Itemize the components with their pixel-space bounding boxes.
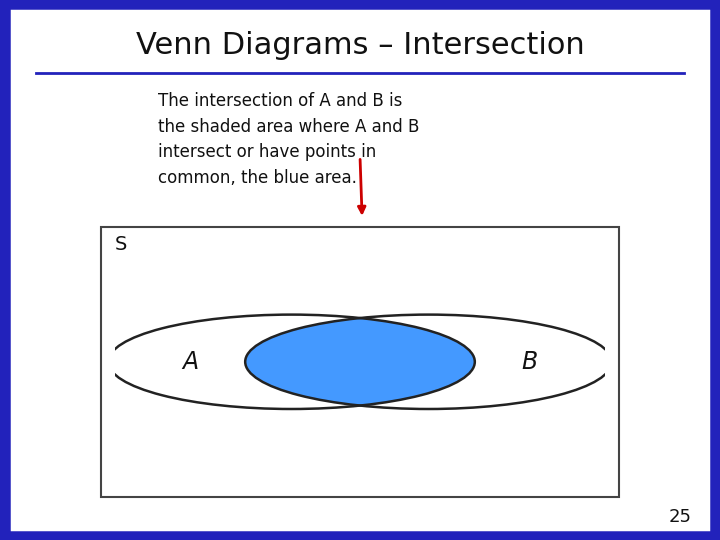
Ellipse shape: [246, 315, 612, 409]
Bar: [101, 227, 619, 497]
Text: 25: 25: [668, 509, 691, 526]
Text: Venn Diagrams – Intersection: Venn Diagrams – Intersection: [135, 31, 585, 60]
Ellipse shape: [246, 315, 612, 409]
Text: The intersection of A and B is
the shaded area where A and B
intersect or have p: The intersection of A and B is the shade…: [158, 92, 420, 187]
Ellipse shape: [108, 315, 474, 409]
Text: A: A: [183, 350, 199, 374]
Text: S: S: [115, 235, 127, 254]
Text: B: B: [521, 350, 538, 374]
